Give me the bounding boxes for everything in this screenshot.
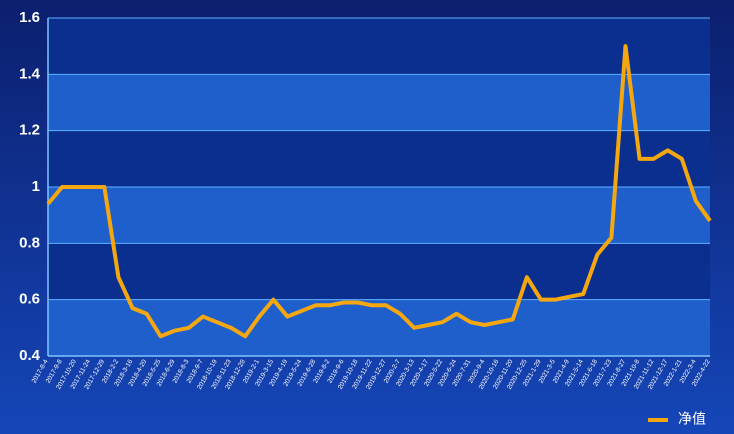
data-line xyxy=(46,44,712,339)
y-tick-label: 0.8 xyxy=(19,234,40,251)
plot-band xyxy=(48,243,710,300)
plot-band xyxy=(48,187,710,244)
y-tick-label: 1.4 xyxy=(19,65,41,82)
y-tick-label: 1.2 xyxy=(19,122,40,139)
y-tick-label: 0.4 xyxy=(19,347,41,364)
plot-band xyxy=(48,74,710,131)
plot-band xyxy=(48,130,710,187)
y-tick-label: 1 xyxy=(32,178,40,195)
y-tick-label: 0.6 xyxy=(19,291,40,308)
legend-label: 净值 xyxy=(678,411,706,427)
plot-band xyxy=(48,299,710,356)
plot-band xyxy=(48,18,710,75)
y-tick-label: 1.6 xyxy=(19,9,40,26)
